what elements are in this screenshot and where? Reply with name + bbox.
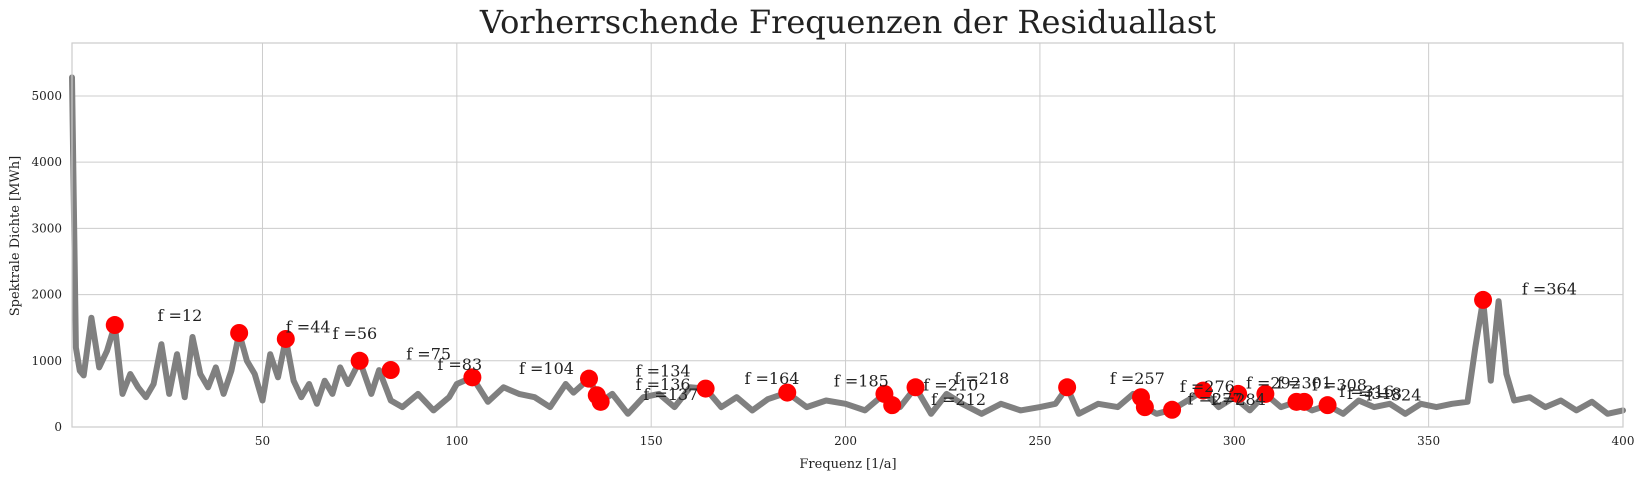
- peak-marker: [1318, 396, 1337, 415]
- peak-label: f =318: [1347, 384, 1402, 403]
- peak-marker: [1194, 381, 1213, 400]
- x-tick-label: 50: [255, 434, 270, 448]
- peak-marker: [350, 351, 369, 370]
- x-tick-label: 100: [445, 434, 468, 448]
- peak-marker: [883, 396, 902, 415]
- peak-marker: [591, 392, 610, 411]
- peak-label: f =257: [1110, 369, 1165, 388]
- peak-label: f =210: [923, 376, 978, 395]
- peak-marker: [381, 361, 400, 380]
- peak-markers: [105, 290, 1493, 419]
- series-line: [69, 74, 1626, 417]
- peak-marker: [463, 368, 482, 387]
- peak-label: f =164: [744, 369, 799, 388]
- peak-label: f =56: [332, 324, 377, 343]
- peak-label: f =12: [158, 306, 203, 325]
- peak-label: f =104: [519, 359, 574, 378]
- peak-marker: [1163, 400, 1182, 419]
- y-tick-label: 3000: [31, 221, 62, 235]
- peak-marker: [906, 378, 925, 397]
- peak-label: f =301: [1277, 374, 1332, 393]
- x-tick-label: 150: [640, 434, 663, 448]
- peak-marker: [580, 369, 598, 388]
- peak-label: f =212: [931, 390, 986, 409]
- x-axis-ticks: 50 100 150 200 250 300 350 400: [255, 434, 1635, 448]
- y-tick-label: 2000: [31, 288, 62, 302]
- peak-label: f =292: [1246, 374, 1301, 393]
- peak-marker: [105, 316, 124, 335]
- plot-frame: [71, 42, 1624, 428]
- peak-marker: [1135, 398, 1154, 417]
- x-tick-label: 250: [1028, 434, 1051, 448]
- y-tick-label: 1000: [31, 354, 62, 368]
- y-tick-label: 5000: [31, 89, 62, 103]
- grid: [72, 43, 1623, 427]
- x-tick-label: 300: [1223, 434, 1246, 448]
- peak-label: f =277: [1188, 389, 1243, 408]
- series-layer: [69, 74, 1626, 417]
- peak-label: f =364: [1522, 280, 1577, 299]
- peak-label: f =308: [1312, 376, 1367, 395]
- peak-marker: [1058, 378, 1077, 397]
- peak-label: f =218: [954, 369, 1009, 388]
- y-tick-label: 4000: [31, 155, 62, 169]
- x-axis-label: Frequenz [1/a]: [799, 457, 896, 472]
- y-axis-ticks: 0 1000 2000 3000 4000 5000: [31, 89, 62, 434]
- peak-label: f =316: [1339, 382, 1394, 401]
- x-tick-label: 200: [834, 434, 857, 448]
- x-tick-label: 350: [1417, 434, 1440, 448]
- peak-label: f =136: [636, 375, 691, 394]
- peak-label: f =185: [834, 372, 889, 391]
- peak-marker: [276, 329, 295, 348]
- peak-marker: [696, 379, 715, 398]
- y-axis-label: Spektrale Dichte [MWh]: [8, 156, 23, 316]
- peak-label: f =83: [437, 355, 482, 374]
- peak-label: f =276: [1180, 377, 1235, 396]
- peak-marker: [1474, 290, 1493, 309]
- peak-marker: [778, 383, 797, 402]
- peak-marker: [230, 323, 249, 342]
- peak-marker: [1295, 392, 1314, 411]
- peak-marker: [1229, 384, 1248, 403]
- peak-label: f =137: [643, 385, 698, 404]
- peak-label: f =134: [636, 362, 691, 381]
- peak-label: f =44: [286, 317, 331, 336]
- peak-label: f =75: [406, 344, 451, 363]
- peak-label: f =324: [1366, 386, 1421, 405]
- peak-label: f =284: [1211, 390, 1266, 409]
- y-tick-label: 0: [54, 420, 62, 434]
- peak-marker: [1256, 384, 1275, 403]
- chart-title: Vorherrschende Frequenzen der Residualla…: [479, 3, 1216, 41]
- x-tick-label: 400: [1612, 434, 1635, 448]
